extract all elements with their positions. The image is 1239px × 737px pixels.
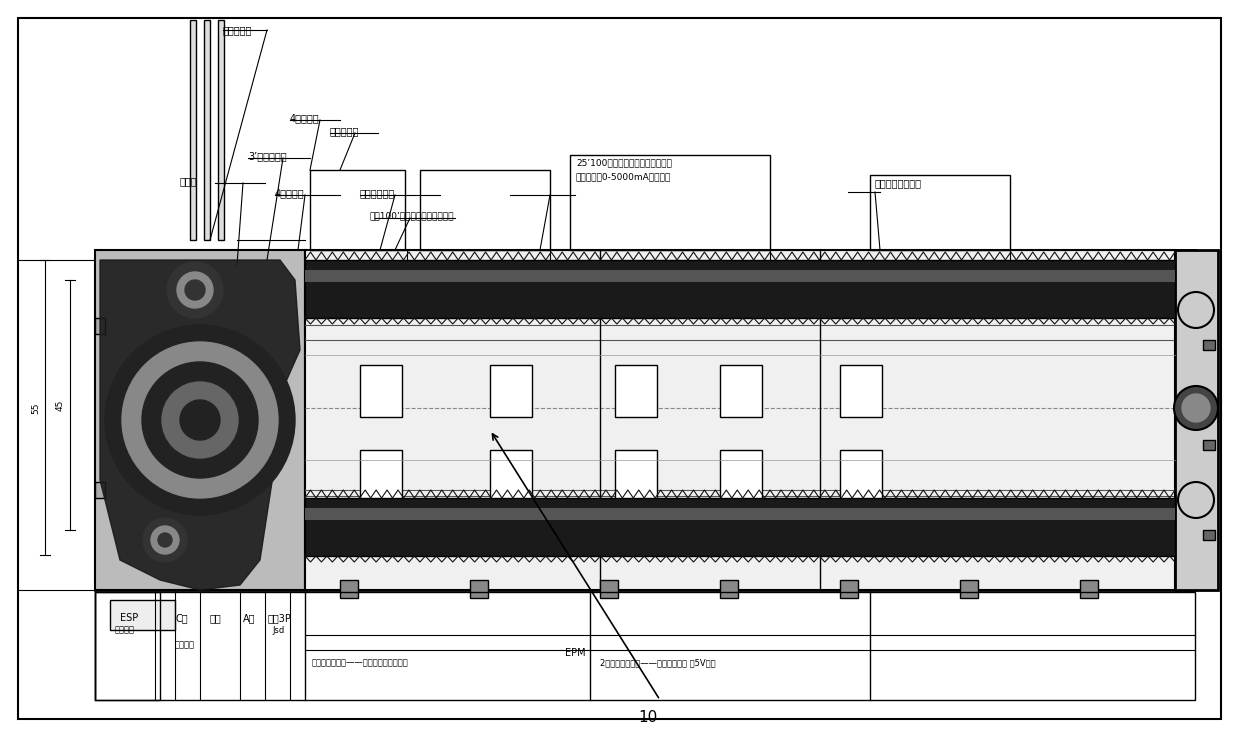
Bar <box>361 450 401 500</box>
Text: 山幅分机: 山幅分机 <box>175 640 195 649</box>
Bar <box>600 580 618 598</box>
Text: 市燭导电用: 市燭导电用 <box>330 126 359 136</box>
Bar <box>489 450 532 500</box>
Bar <box>95 318 105 334</box>
Bar <box>95 592 1194 700</box>
Bar <box>110 600 175 630</box>
Circle shape <box>180 400 221 440</box>
Text: 若个100’升流电气访产产发电山: 若个100’升流电气访产产发电山 <box>370 211 455 220</box>
Circle shape <box>1182 394 1211 422</box>
Bar <box>615 365 657 417</box>
Text: 充放电流偈0-5000mA可调装置: 充放电流偈0-5000mA可调装置 <box>576 172 672 181</box>
Bar <box>615 450 657 500</box>
Text: 若升测容量电容器: 若升测容量电容器 <box>875 178 922 188</box>
Circle shape <box>162 382 238 458</box>
Circle shape <box>167 262 223 318</box>
Bar <box>1175 250 1218 590</box>
Text: 4个直流机: 4个直流机 <box>275 188 305 198</box>
Circle shape <box>121 342 278 498</box>
Bar <box>1203 340 1215 350</box>
Bar <box>305 508 1175 520</box>
Text: C口: C口 <box>175 613 187 623</box>
Text: ESP: ESP <box>120 613 139 623</box>
Text: 三相圆: 三相圆 <box>180 176 198 186</box>
Text: 内位电机控制二——山山网络控制器可受: 内位电机控制二——山山网络控制器可受 <box>312 658 409 667</box>
Bar <box>95 250 305 590</box>
Circle shape <box>185 280 204 300</box>
Circle shape <box>1175 386 1218 430</box>
Bar <box>870 175 1010 250</box>
Polygon shape <box>100 260 300 590</box>
Bar <box>310 170 405 250</box>
Bar <box>305 498 1175 556</box>
Bar <box>470 580 488 598</box>
Bar <box>840 580 857 598</box>
Bar <box>720 580 738 598</box>
Circle shape <box>142 362 258 478</box>
Bar <box>840 365 882 417</box>
Text: 市定电压地传: 市定电压地传 <box>361 188 395 198</box>
Bar <box>305 270 1175 282</box>
Bar <box>1203 440 1215 450</box>
Bar <box>95 592 160 700</box>
Text: 2个内容量定制二——山山定定定定 定5V可下: 2个内容量定制二——山山定定定定 定5V可下 <box>600 658 716 667</box>
Bar <box>339 580 358 598</box>
Bar <box>720 450 762 500</box>
Circle shape <box>142 518 187 562</box>
Text: 三相3P: 三相3P <box>268 613 292 623</box>
Bar <box>1203 530 1215 540</box>
Text: 55: 55 <box>31 402 41 413</box>
Bar <box>361 365 401 417</box>
Text: 3’升压变压器: 3’升压变压器 <box>248 151 286 161</box>
Text: A口: A口 <box>243 613 255 623</box>
Text: 4组蒸隆机: 4组蒸隆机 <box>290 113 320 123</box>
Circle shape <box>151 526 178 554</box>
Text: 调速电机: 调速电机 <box>115 625 135 634</box>
Bar <box>1080 580 1098 598</box>
Text: 25’100升若全制限测制内容量装置: 25’100升若全制限测制内容量装置 <box>576 158 672 167</box>
Bar <box>190 20 196 240</box>
Text: 口电气平地: 口电气平地 <box>223 25 253 35</box>
Bar <box>95 250 1194 590</box>
Circle shape <box>159 533 172 547</box>
Text: Jsd: Jsd <box>273 626 284 635</box>
Bar <box>204 20 209 240</box>
Bar <box>960 580 978 598</box>
Text: 山幅: 山幅 <box>209 613 222 623</box>
Bar <box>305 250 1175 590</box>
Bar <box>720 365 762 417</box>
Text: 10: 10 <box>638 710 658 725</box>
Circle shape <box>105 325 295 515</box>
Bar <box>420 170 550 250</box>
Bar <box>570 155 769 250</box>
Text: EPM: EPM <box>565 648 585 658</box>
Bar <box>840 450 882 500</box>
Bar <box>218 20 224 240</box>
Bar <box>95 482 105 498</box>
Bar <box>489 365 532 417</box>
Bar <box>305 260 1175 318</box>
Text: 45: 45 <box>56 399 64 411</box>
Circle shape <box>177 272 213 308</box>
